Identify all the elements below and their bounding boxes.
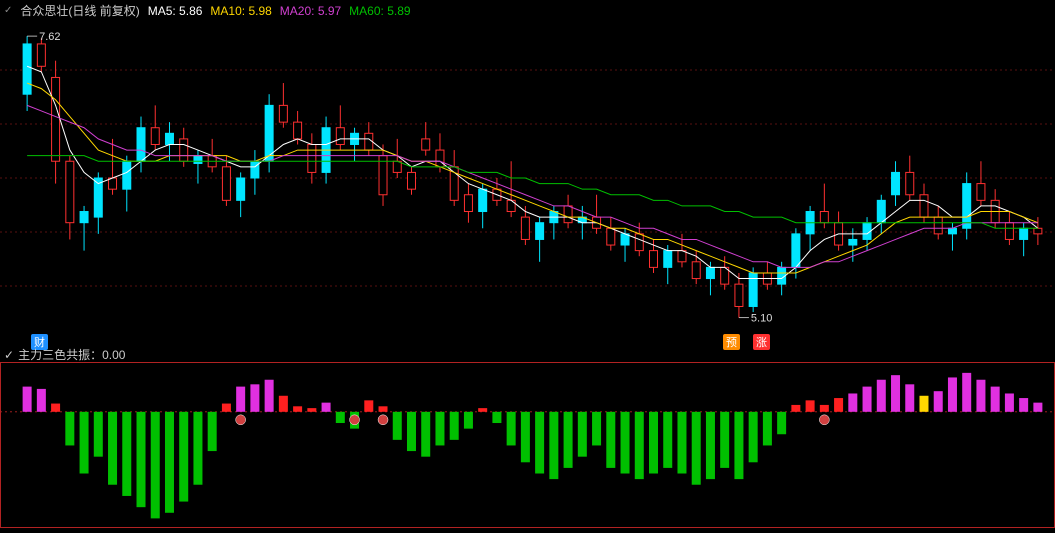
chart-badge: 涨	[753, 334, 770, 350]
check-icon[interactable]: ✓	[4, 5, 12, 16]
chart-badge: 预	[723, 334, 740, 350]
indicator-header: ✓ 主力三色共振：0.00	[4, 346, 125, 363]
svg-text:7.62: 7.62	[39, 31, 60, 43]
check-icon[interactable]: ✓	[4, 348, 14, 362]
svg-text:5.10: 5.10	[751, 313, 772, 325]
indicator-chart[interactable]	[0, 362, 1055, 528]
indicator-title: 主力三色共振：0.00	[18, 346, 125, 363]
candlestick-chart[interactable]: 7.625.10 财预涨	[0, 16, 1055, 340]
